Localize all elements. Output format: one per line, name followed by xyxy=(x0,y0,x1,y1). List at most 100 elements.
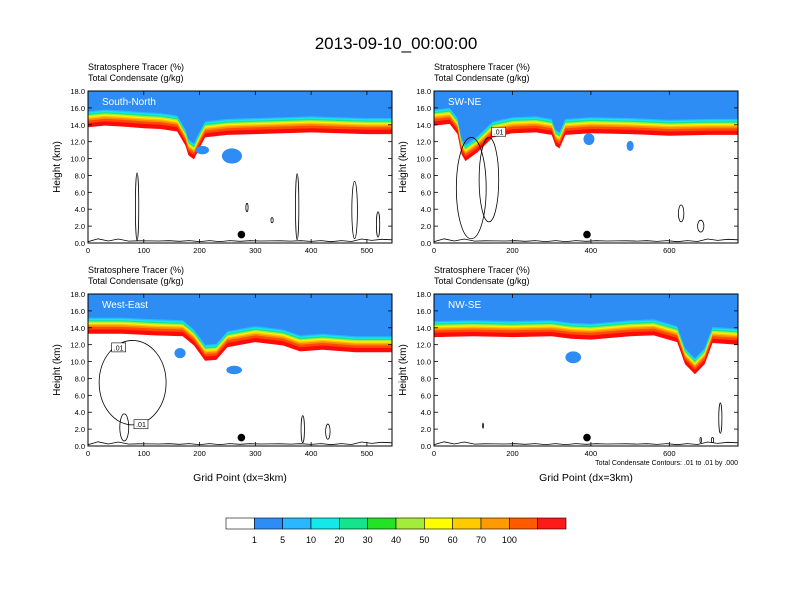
x-tick-label: 0 xyxy=(432,449,436,458)
panel-south-north: Stratosphere Tracer (%)Total Condensate … xyxy=(52,62,393,255)
y-tick-label: 16.0 xyxy=(70,307,85,316)
y-tick-label: 6.0 xyxy=(421,391,431,400)
y-tick-label: 12.0 xyxy=(416,138,431,147)
tracer-blob xyxy=(226,365,242,375)
contour-value-label: .01 xyxy=(136,422,146,429)
colorbar-swatch xyxy=(225,517,255,530)
condensate-contour xyxy=(119,413,130,442)
colorbar-label: 60 xyxy=(448,535,458,545)
y-tick-label: 18.0 xyxy=(416,87,431,96)
y-tick-label: 2.0 xyxy=(421,222,431,231)
x-tick-label: 600 xyxy=(663,449,676,458)
x-tick-label: 500 xyxy=(361,449,374,458)
terrain-line xyxy=(434,441,738,446)
field-label: Stratosphere Tracer (%) xyxy=(434,265,530,275)
colorbar-label: 1 xyxy=(252,535,257,545)
y-tick-label: 2.0 xyxy=(75,222,85,231)
y-tick-label: 10.0 xyxy=(416,155,431,164)
x-tick-label: 100 xyxy=(138,449,151,458)
tracer-band xyxy=(434,294,738,359)
condensate-contour xyxy=(718,402,723,434)
cross-section-marker xyxy=(237,230,246,239)
cross-section-marker xyxy=(583,433,591,442)
colorbar-swatch xyxy=(339,517,368,530)
y-tick-label: 6.0 xyxy=(75,391,85,400)
x-tick-label: 400 xyxy=(585,246,598,255)
x-tick-label: 200 xyxy=(506,246,519,255)
x-tick-label: 400 xyxy=(585,449,598,458)
colorbar-label: 30 xyxy=(363,535,373,545)
contour-label: Total Condensate (g/kg) xyxy=(88,276,184,286)
x-tick-label: 400 xyxy=(305,246,318,255)
colorbar-label: 70 xyxy=(476,535,486,545)
y-tick-label: 16.0 xyxy=(416,104,431,113)
contour-note: Total Condensate Contours: .01 to .01 by… xyxy=(595,460,738,467)
plot-frame xyxy=(87,293,393,447)
contour-value-box xyxy=(133,419,149,430)
tracer-blob xyxy=(565,351,582,364)
condensate-contour xyxy=(325,423,331,440)
y-tick-label: 4.0 xyxy=(75,205,85,214)
condensate-contour xyxy=(697,219,705,233)
y-tick-label: 18.0 xyxy=(70,290,85,299)
x-tick-label: 200 xyxy=(506,449,519,458)
y-tick-label: 4.0 xyxy=(421,205,431,214)
y-tick-label: 4.0 xyxy=(421,408,431,417)
tracer-blob xyxy=(583,133,595,146)
y-tick-label: 16.0 xyxy=(416,307,431,316)
colorbar-swatch xyxy=(480,517,510,530)
panel-nw-se: Stratosphere Tracer (%) Total Condensate … xyxy=(398,265,739,484)
y-tick-label: 18.0 xyxy=(70,87,85,96)
contour-value-box xyxy=(111,342,126,353)
panel-label: NW-SE xyxy=(448,300,481,311)
figure-title: 2013-09-10_00:00:00 xyxy=(315,34,478,53)
tracer-band xyxy=(88,294,392,345)
contour-label: Total Condensate (g/kg) xyxy=(434,73,530,83)
condensate-contour xyxy=(295,173,300,241)
x-tick-label: 100 xyxy=(138,246,151,255)
condensate-contour xyxy=(478,137,500,223)
condensate-contour xyxy=(300,415,305,444)
x-tick-label: 400 xyxy=(305,449,318,458)
y-tick-label: 0.0 xyxy=(75,442,85,451)
x-tick-label: 0 xyxy=(86,449,90,458)
colorbar-swatch xyxy=(254,517,283,530)
terrain-line xyxy=(88,238,392,243)
x-axis-label: Grid Point (dx=3km) xyxy=(539,472,633,484)
tracer-band xyxy=(434,91,738,145)
y-tick-label: 14.0 xyxy=(416,121,431,130)
plot-area xyxy=(434,91,738,243)
field-label: Stratosphere Tracer (%) xyxy=(88,62,184,72)
colorbar-swatch xyxy=(452,517,482,530)
y-tick-label: 2.0 xyxy=(75,425,85,434)
contour-label: Total Condensate (g/kg) xyxy=(88,73,184,83)
field-label: Stratosphere Tracer (%) xyxy=(434,62,530,72)
y-tick-label: 8.0 xyxy=(421,374,431,383)
y-tick-label: 4.0 xyxy=(75,408,85,417)
condensate-contour xyxy=(270,217,274,224)
y-tick-label: 14.0 xyxy=(416,324,431,333)
colorbar-swatch xyxy=(282,517,312,530)
plot-area xyxy=(88,91,392,243)
plot-frame xyxy=(87,90,393,244)
condensate-contour xyxy=(375,211,381,238)
x-tick-label: 500 xyxy=(361,246,374,255)
colorbar-swatch xyxy=(424,517,453,530)
x-tick-label: 0 xyxy=(432,246,436,255)
panel-label: West-East xyxy=(102,300,148,311)
x-axis-label: Grid Point (dx=3km) xyxy=(193,472,287,484)
colorbar-label: 10 xyxy=(306,535,316,545)
y-axis-label: Height (km) xyxy=(398,344,409,396)
y-tick-label: 2.0 xyxy=(421,425,431,434)
y-tick-label: 16.0 xyxy=(70,104,85,113)
contour-value-label: .01 xyxy=(114,345,124,352)
y-tick-label: 18.0 xyxy=(416,290,431,299)
y-tick-label: 8.0 xyxy=(75,171,85,180)
condensate-contour xyxy=(699,437,702,444)
colorbar-swatch xyxy=(395,517,425,530)
plot-area xyxy=(434,294,738,446)
condensate-contour xyxy=(351,180,358,240)
y-tick-label: 14.0 xyxy=(70,121,85,130)
y-tick-label: 12.0 xyxy=(416,341,431,350)
